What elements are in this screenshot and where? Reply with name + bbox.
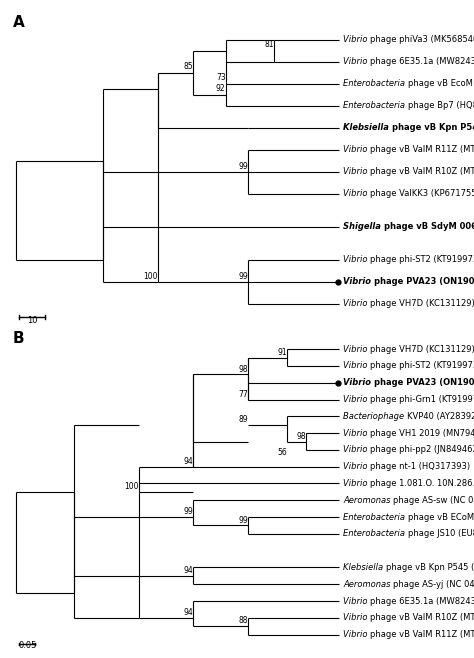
Text: Vibrio: Vibrio xyxy=(343,462,371,471)
Text: phage VH1 2019 (MN794232): phage VH1 2019 (MN794232) xyxy=(371,428,474,438)
Text: 100: 100 xyxy=(143,272,158,280)
Text: phage phi-ST2 (KT919973): phage phi-ST2 (KT919973) xyxy=(371,361,474,370)
Text: Vibrio: Vibrio xyxy=(343,479,371,488)
Text: Vibrio: Vibrio xyxy=(343,189,371,198)
Text: phage JS10 (EU863409): phage JS10 (EU863409) xyxy=(408,530,474,538)
Text: phage nt-1 (HQ317393): phage nt-1 (HQ317393) xyxy=(371,462,471,471)
Text: Vibrio: Vibrio xyxy=(343,395,371,404)
Text: phage vB Kpn P545 (MN781108): phage vB Kpn P545 (MN781108) xyxy=(386,563,474,572)
Text: phage phi-pp2 (JN849462): phage phi-pp2 (JN849462) xyxy=(371,445,474,455)
Text: 98: 98 xyxy=(297,432,306,441)
Text: Vibrio: Vibrio xyxy=(343,613,371,622)
Text: Vibrio: Vibrio xyxy=(343,597,371,605)
Text: Vibrio: Vibrio xyxy=(343,255,371,264)
Text: phage vB Kpn P545 (MN781108): phage vB Kpn P545 (MN781108) xyxy=(392,123,474,132)
Text: Enterobacteria: Enterobacteria xyxy=(343,513,408,522)
Text: phage phi-Grn1 (KT919972): phage phi-Grn1 (KT919972) xyxy=(371,395,474,404)
Text: KVP40 (AY283928): KVP40 (AY283928) xyxy=(407,412,474,421)
Text: Shigella: Shigella xyxy=(343,222,384,231)
Text: 0.05: 0.05 xyxy=(18,641,36,649)
Text: Bacteriophage: Bacteriophage xyxy=(343,412,407,421)
Text: 94: 94 xyxy=(183,457,193,466)
Text: 98: 98 xyxy=(238,365,248,374)
Text: phage vB ValM R10Z (MT612988): phage vB ValM R10Z (MT612988) xyxy=(371,613,474,622)
Text: Klebsiella: Klebsiella xyxy=(343,563,386,572)
Text: 88: 88 xyxy=(239,617,248,625)
Text: phage vB SdyM 006 (MK295204): phage vB SdyM 006 (MK295204) xyxy=(384,222,474,231)
Text: Enterobacteria: Enterobacteria xyxy=(343,530,408,538)
Text: Vibrio: Vibrio xyxy=(343,361,371,370)
Text: 56: 56 xyxy=(277,449,287,457)
Text: 99: 99 xyxy=(238,161,248,170)
Text: phage ValKK3 (KP671755): phage ValKK3 (KP671755) xyxy=(371,189,474,198)
Text: Aeromonas: Aeromonas xyxy=(343,580,393,589)
Text: 77: 77 xyxy=(238,390,248,399)
Text: 92: 92 xyxy=(216,84,226,93)
Text: phage AS-sw (NC 048674): phage AS-sw (NC 048674) xyxy=(393,495,474,505)
Text: 10: 10 xyxy=(27,316,37,324)
Text: 81: 81 xyxy=(264,41,274,49)
Text: 89: 89 xyxy=(238,415,248,424)
Text: Vibrio: Vibrio xyxy=(343,145,371,154)
Text: 99: 99 xyxy=(238,516,248,524)
Text: Vibrio: Vibrio xyxy=(343,299,371,308)
Text: Enterobacteria: Enterobacteria xyxy=(343,101,408,110)
Text: phage AS-yj (NC 048673): phage AS-yj (NC 048673) xyxy=(393,580,474,589)
Text: phage vB ValM R11Z (MT612989): phage vB ValM R11Z (MT612989) xyxy=(371,630,474,639)
Text: Vibrio: Vibrio xyxy=(343,378,374,388)
Text: phage phi-ST2 (KT919973): phage phi-ST2 (KT919973) xyxy=(371,255,474,264)
Text: 91: 91 xyxy=(277,347,287,357)
Text: phage Bp7 (HQ829472): phage Bp7 (HQ829472) xyxy=(408,101,474,110)
Text: phage 6E35.1a (MW824377): phage 6E35.1a (MW824377) xyxy=(371,57,474,66)
Text: phage vB ValM R10Z (MT612988): phage vB ValM R10Z (MT612988) xyxy=(371,167,474,176)
Text: 85: 85 xyxy=(184,63,193,72)
Text: phage VH7D (KC131129): phage VH7D (KC131129) xyxy=(371,299,474,308)
Text: 99: 99 xyxy=(238,272,248,280)
Text: Vibrio: Vibrio xyxy=(343,428,371,438)
Text: Vibrio: Vibrio xyxy=(343,345,371,353)
Text: B: B xyxy=(13,331,24,345)
Text: 94: 94 xyxy=(183,566,193,575)
Text: Vibrio: Vibrio xyxy=(343,277,374,286)
Text: Aeromonas: Aeromonas xyxy=(343,495,393,505)
Text: Enterobacteria: Enterobacteria xyxy=(343,79,408,88)
Text: Vibrio: Vibrio xyxy=(343,35,371,44)
Text: phage VH7D (KC131129): phage VH7D (KC131129) xyxy=(371,345,474,353)
Text: 99: 99 xyxy=(183,507,193,517)
Text: Klebsiella: Klebsiella xyxy=(343,123,392,132)
Text: phage 1.081.O. 10N.286.52.C2 (MG592456): phage 1.081.O. 10N.286.52.C2 (MG592456) xyxy=(371,479,474,488)
Text: phage vB ECoM VR5 (KP007359): phage vB ECoM VR5 (KP007359) xyxy=(408,513,474,522)
Text: Vibrio: Vibrio xyxy=(343,57,371,66)
Text: phage PVA23 (ON190025): phage PVA23 (ON190025) xyxy=(374,277,474,286)
Text: 94: 94 xyxy=(183,608,193,617)
Text: Vibrio: Vibrio xyxy=(343,630,371,639)
Text: Vibrio: Vibrio xyxy=(343,445,371,455)
Text: phage vB ValM R11Z (MT612989): phage vB ValM R11Z (MT612989) xyxy=(371,145,474,154)
Text: 100: 100 xyxy=(124,482,138,491)
Text: phage vB EcoM IME281 (NC 055740): phage vB EcoM IME281 (NC 055740) xyxy=(408,79,474,88)
Text: phage PVA23 (ON190025): phage PVA23 (ON190025) xyxy=(374,378,474,388)
Text: 73: 73 xyxy=(216,74,226,82)
Text: phage 6E35.1a (MW824377): phage 6E35.1a (MW824377) xyxy=(371,597,474,605)
Text: A: A xyxy=(13,15,25,30)
Text: phage phiVa3 (MK568540): phage phiVa3 (MK568540) xyxy=(371,35,474,44)
Text: Vibrio: Vibrio xyxy=(343,167,371,176)
